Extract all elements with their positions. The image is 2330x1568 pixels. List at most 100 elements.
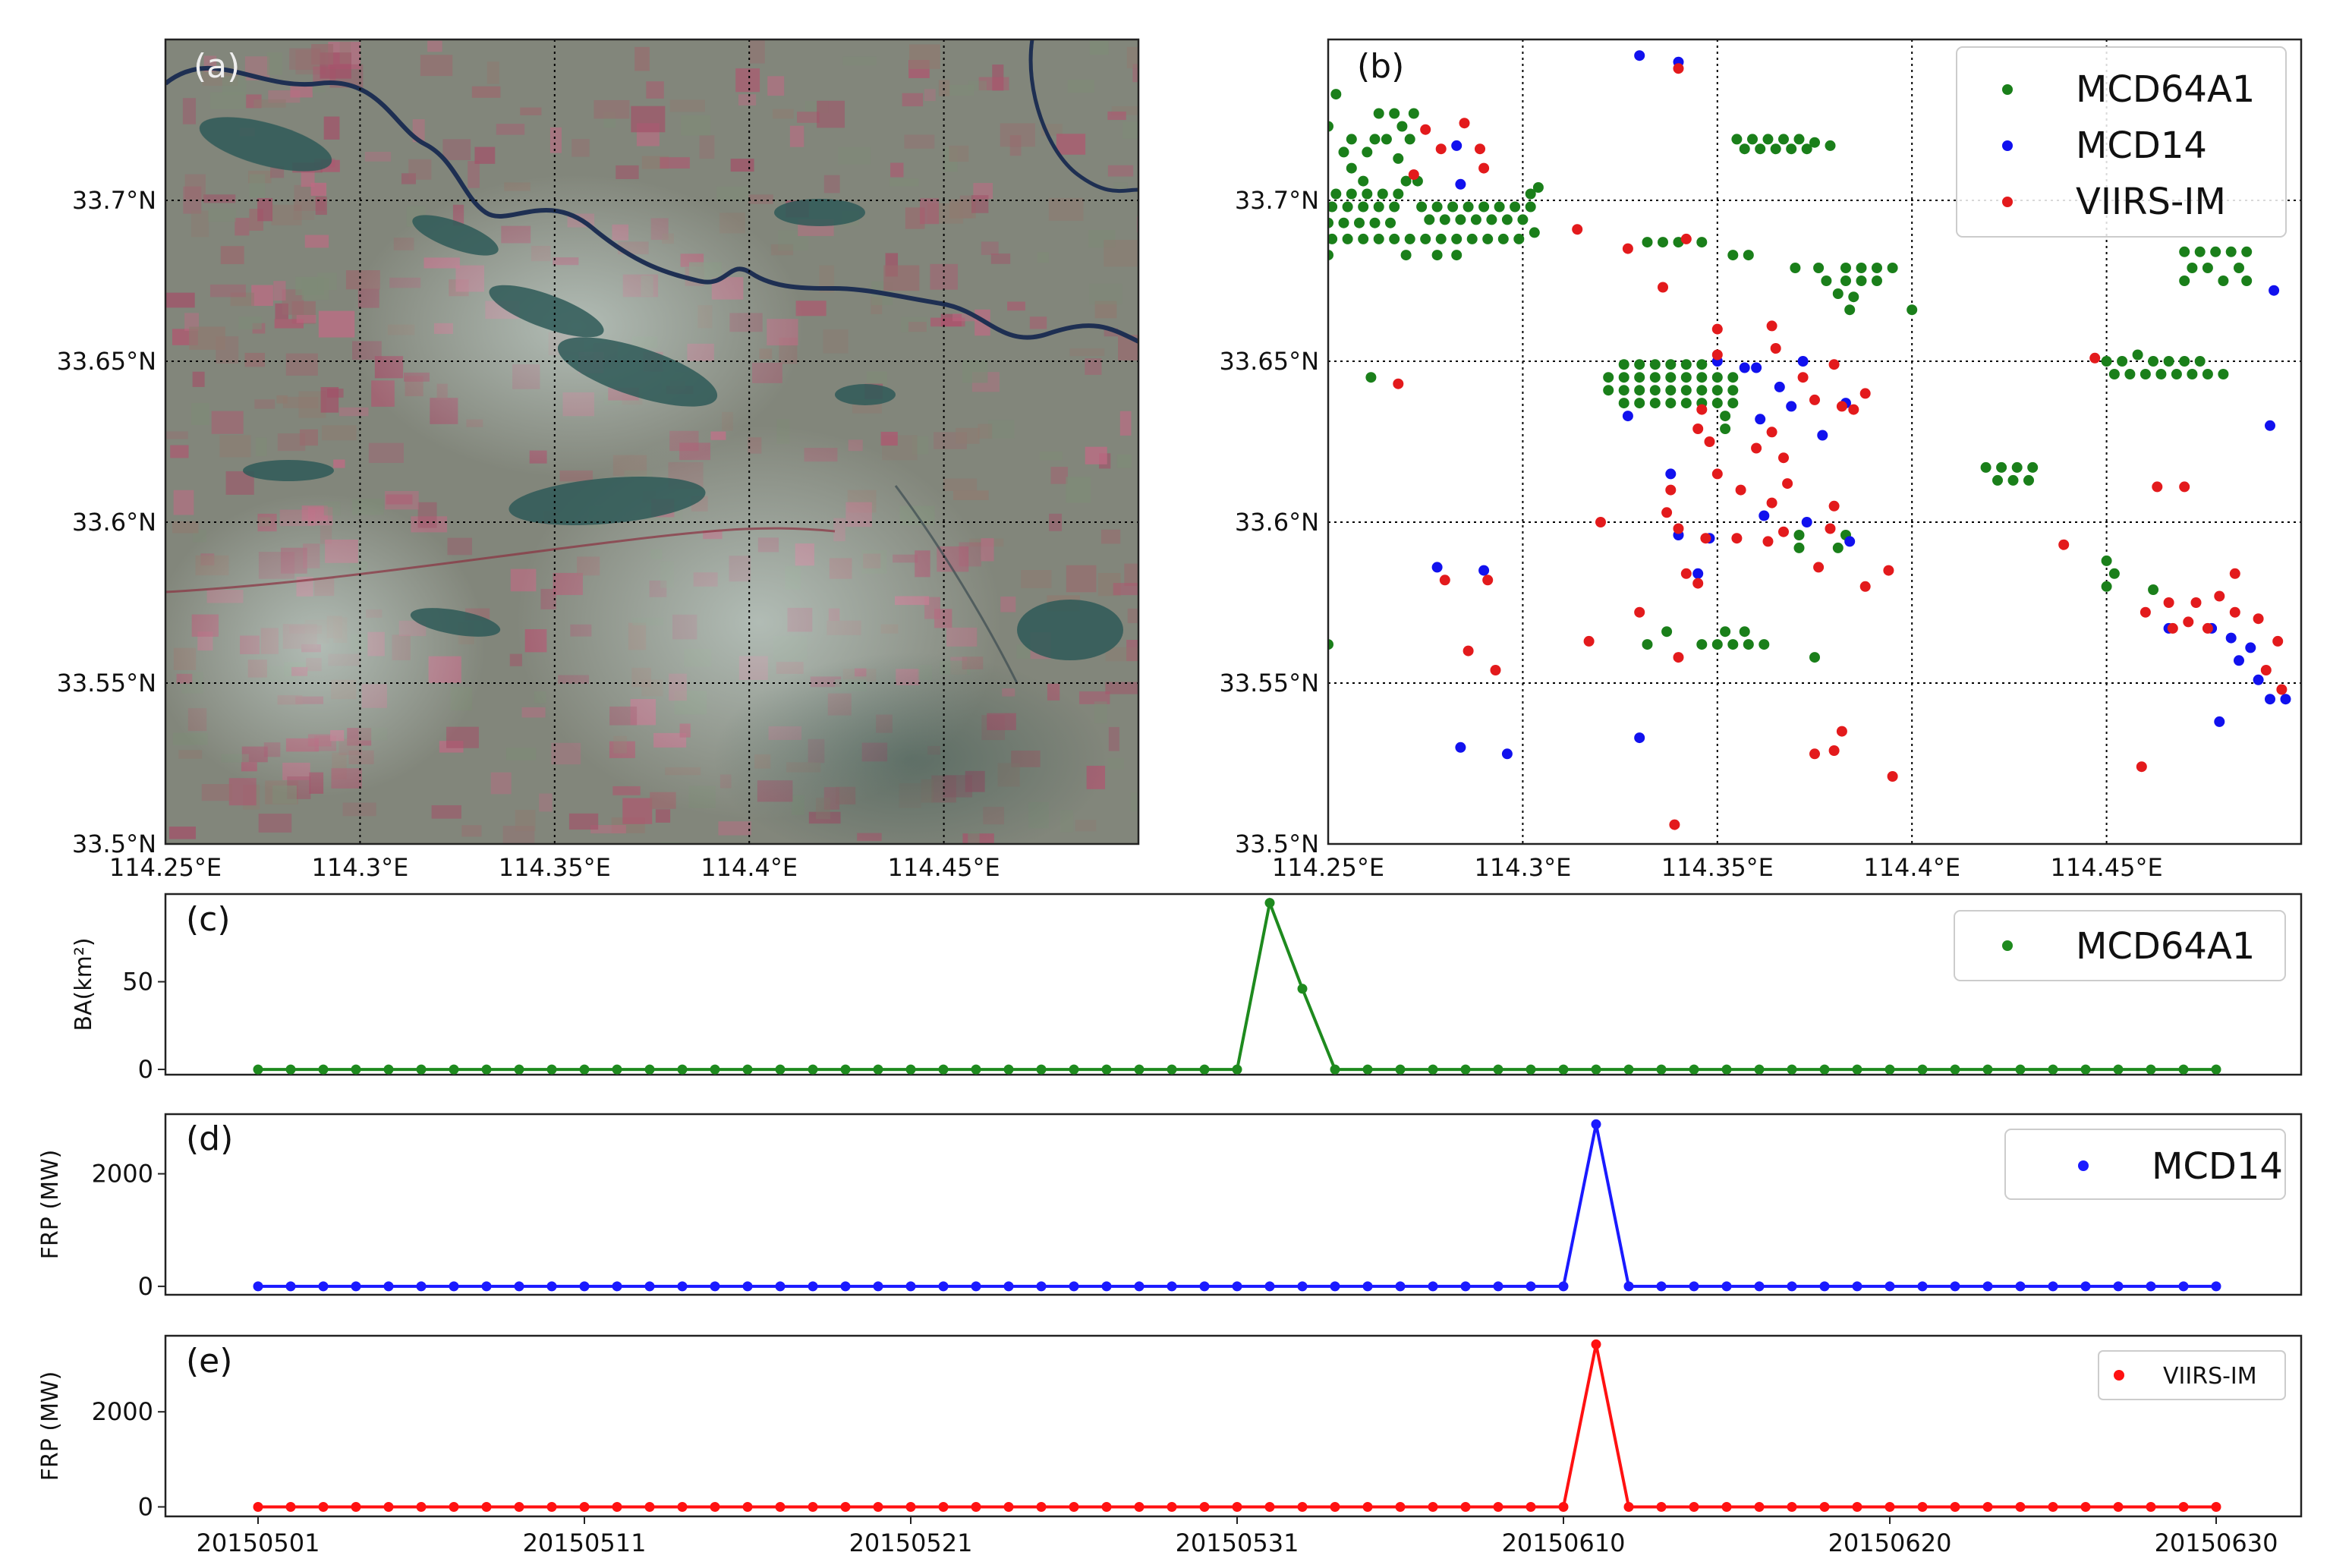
data-point — [1036, 1281, 1047, 1292]
field-patch — [1116, 454, 1132, 468]
point-mcd64a1 — [1992, 474, 2003, 486]
y-axis-ticks: 33.5°N 33.55°N 33.6°N 33.65°N 33.7°N — [56, 186, 156, 858]
field-patch — [293, 200, 315, 221]
data-point — [1134, 1064, 1145, 1075]
data-point — [1787, 1064, 1797, 1075]
point-mcd14 — [1751, 362, 1762, 373]
point-mcd64a1 — [2007, 474, 2019, 486]
data-point — [1787, 1502, 1797, 1512]
point-mcd64a1 — [1872, 263, 1882, 273]
point-mcd64a1 — [1447, 201, 1459, 213]
data-point — [514, 1281, 524, 1292]
point-mcd14 — [1774, 381, 1785, 392]
y-tick-label: 33.6°N — [1235, 508, 1319, 537]
point-viirs-im — [1622, 243, 1633, 254]
field-patch — [282, 396, 319, 408]
data-point — [1558, 1502, 1569, 1512]
field-patch — [908, 44, 940, 69]
x-tick-label: 114.3°E — [311, 853, 408, 882]
point-mcd64a1 — [1809, 137, 1820, 148]
point-mcd64a1 — [2171, 369, 2182, 379]
data-point — [1558, 1064, 1569, 1075]
point-mcd64a1 — [1393, 153, 1404, 164]
data-point — [2080, 1064, 2091, 1075]
field-patch — [323, 116, 340, 140]
point-mcd64a1 — [1996, 461, 2007, 473]
field-patch — [219, 435, 251, 458]
point-viirs-im — [1459, 118, 1470, 129]
point-mcd64a1 — [1431, 250, 1443, 261]
field-patch — [1119, 411, 1132, 436]
point-viirs-im — [1809, 748, 1820, 760]
point-mcd14 — [2265, 420, 2275, 431]
point-mcd64a1 — [1840, 263, 1851, 273]
data-point — [2113, 1502, 2124, 1512]
point-mcd64a1 — [1809, 652, 1820, 663]
point-mcd64a1 — [2241, 246, 2253, 257]
field-patch — [203, 194, 236, 203]
point-viirs-im — [2229, 606, 2240, 618]
point-mcd64a1 — [1463, 201, 1474, 213]
field-patch — [738, 94, 757, 105]
x-axis-ticks: 20150501 20150511 20150521 20150531 20150610… — [197, 1516, 2278, 1557]
point-mcd64a1 — [1396, 121, 1408, 132]
data-point — [1819, 1064, 1830, 1075]
field-patch — [646, 81, 664, 99]
field-patch — [1104, 328, 1118, 337]
point-mcd64a1 — [1727, 639, 1739, 650]
point-mcd64a1 — [1793, 542, 1805, 553]
field-patch — [594, 99, 630, 119]
point-viirs-im — [2190, 597, 2202, 608]
panel-label: (c) — [186, 900, 231, 939]
point-mcd64a1 — [1727, 372, 1739, 383]
data-point — [285, 1064, 296, 1075]
data-point — [1689, 1064, 1699, 1075]
data-point — [1526, 1502, 1536, 1512]
field-patch — [238, 316, 262, 329]
field-patch — [716, 187, 749, 200]
data-point — [1884, 1502, 1895, 1512]
data-point — [481, 1281, 492, 1292]
point-mcd64a1 — [1642, 639, 1653, 650]
field-patch — [767, 76, 785, 96]
data-point — [2048, 1281, 2058, 1292]
field-patch — [1089, 40, 1109, 55]
point-viirs-im — [2214, 590, 2225, 602]
field-patch — [1088, 230, 1116, 248]
point-mcd14 — [1478, 565, 1490, 576]
field-patch — [471, 86, 501, 98]
data-point — [1362, 1281, 1373, 1292]
point-mcd64a1 — [1494, 201, 1505, 213]
point-mcd14 — [1739, 362, 1750, 373]
point-mcd64a1 — [1649, 359, 1661, 370]
point-mcd64a1 — [1451, 233, 1463, 244]
data-point — [1852, 1064, 1862, 1075]
field-patch — [748, 194, 773, 204]
point-mcd14 — [1501, 748, 1513, 760]
legend-marker-mcd14 — [2002, 140, 2013, 151]
data-point — [481, 1064, 492, 1075]
point-mcd14 — [2234, 655, 2244, 666]
axes-frame — [164, 1113, 2303, 1296]
point-viirs-im — [1782, 478, 1793, 490]
field-patch — [385, 490, 419, 510]
x-tick-label: 20150521 — [849, 1529, 973, 1557]
field-patch — [342, 802, 376, 817]
point-mcd64a1 — [1720, 626, 1731, 638]
data-point — [1069, 1064, 1079, 1075]
field-patch — [1066, 477, 1091, 503]
point-mcd64a1 — [1435, 233, 1447, 244]
point-mcd64a1 — [2027, 461, 2039, 473]
point-mcd64a1 — [1680, 359, 1692, 370]
field-patch — [778, 230, 809, 251]
field-patch — [946, 84, 975, 96]
point-viirs-im — [1665, 484, 1677, 496]
field-patch — [902, 93, 924, 107]
field-patch — [789, 125, 804, 147]
point-viirs-im — [2260, 665, 2272, 675]
point-mcd64a1 — [1354, 217, 1365, 228]
field-patch — [1094, 301, 1117, 319]
field-patch — [173, 490, 194, 515]
data-point — [2015, 1064, 2026, 1075]
